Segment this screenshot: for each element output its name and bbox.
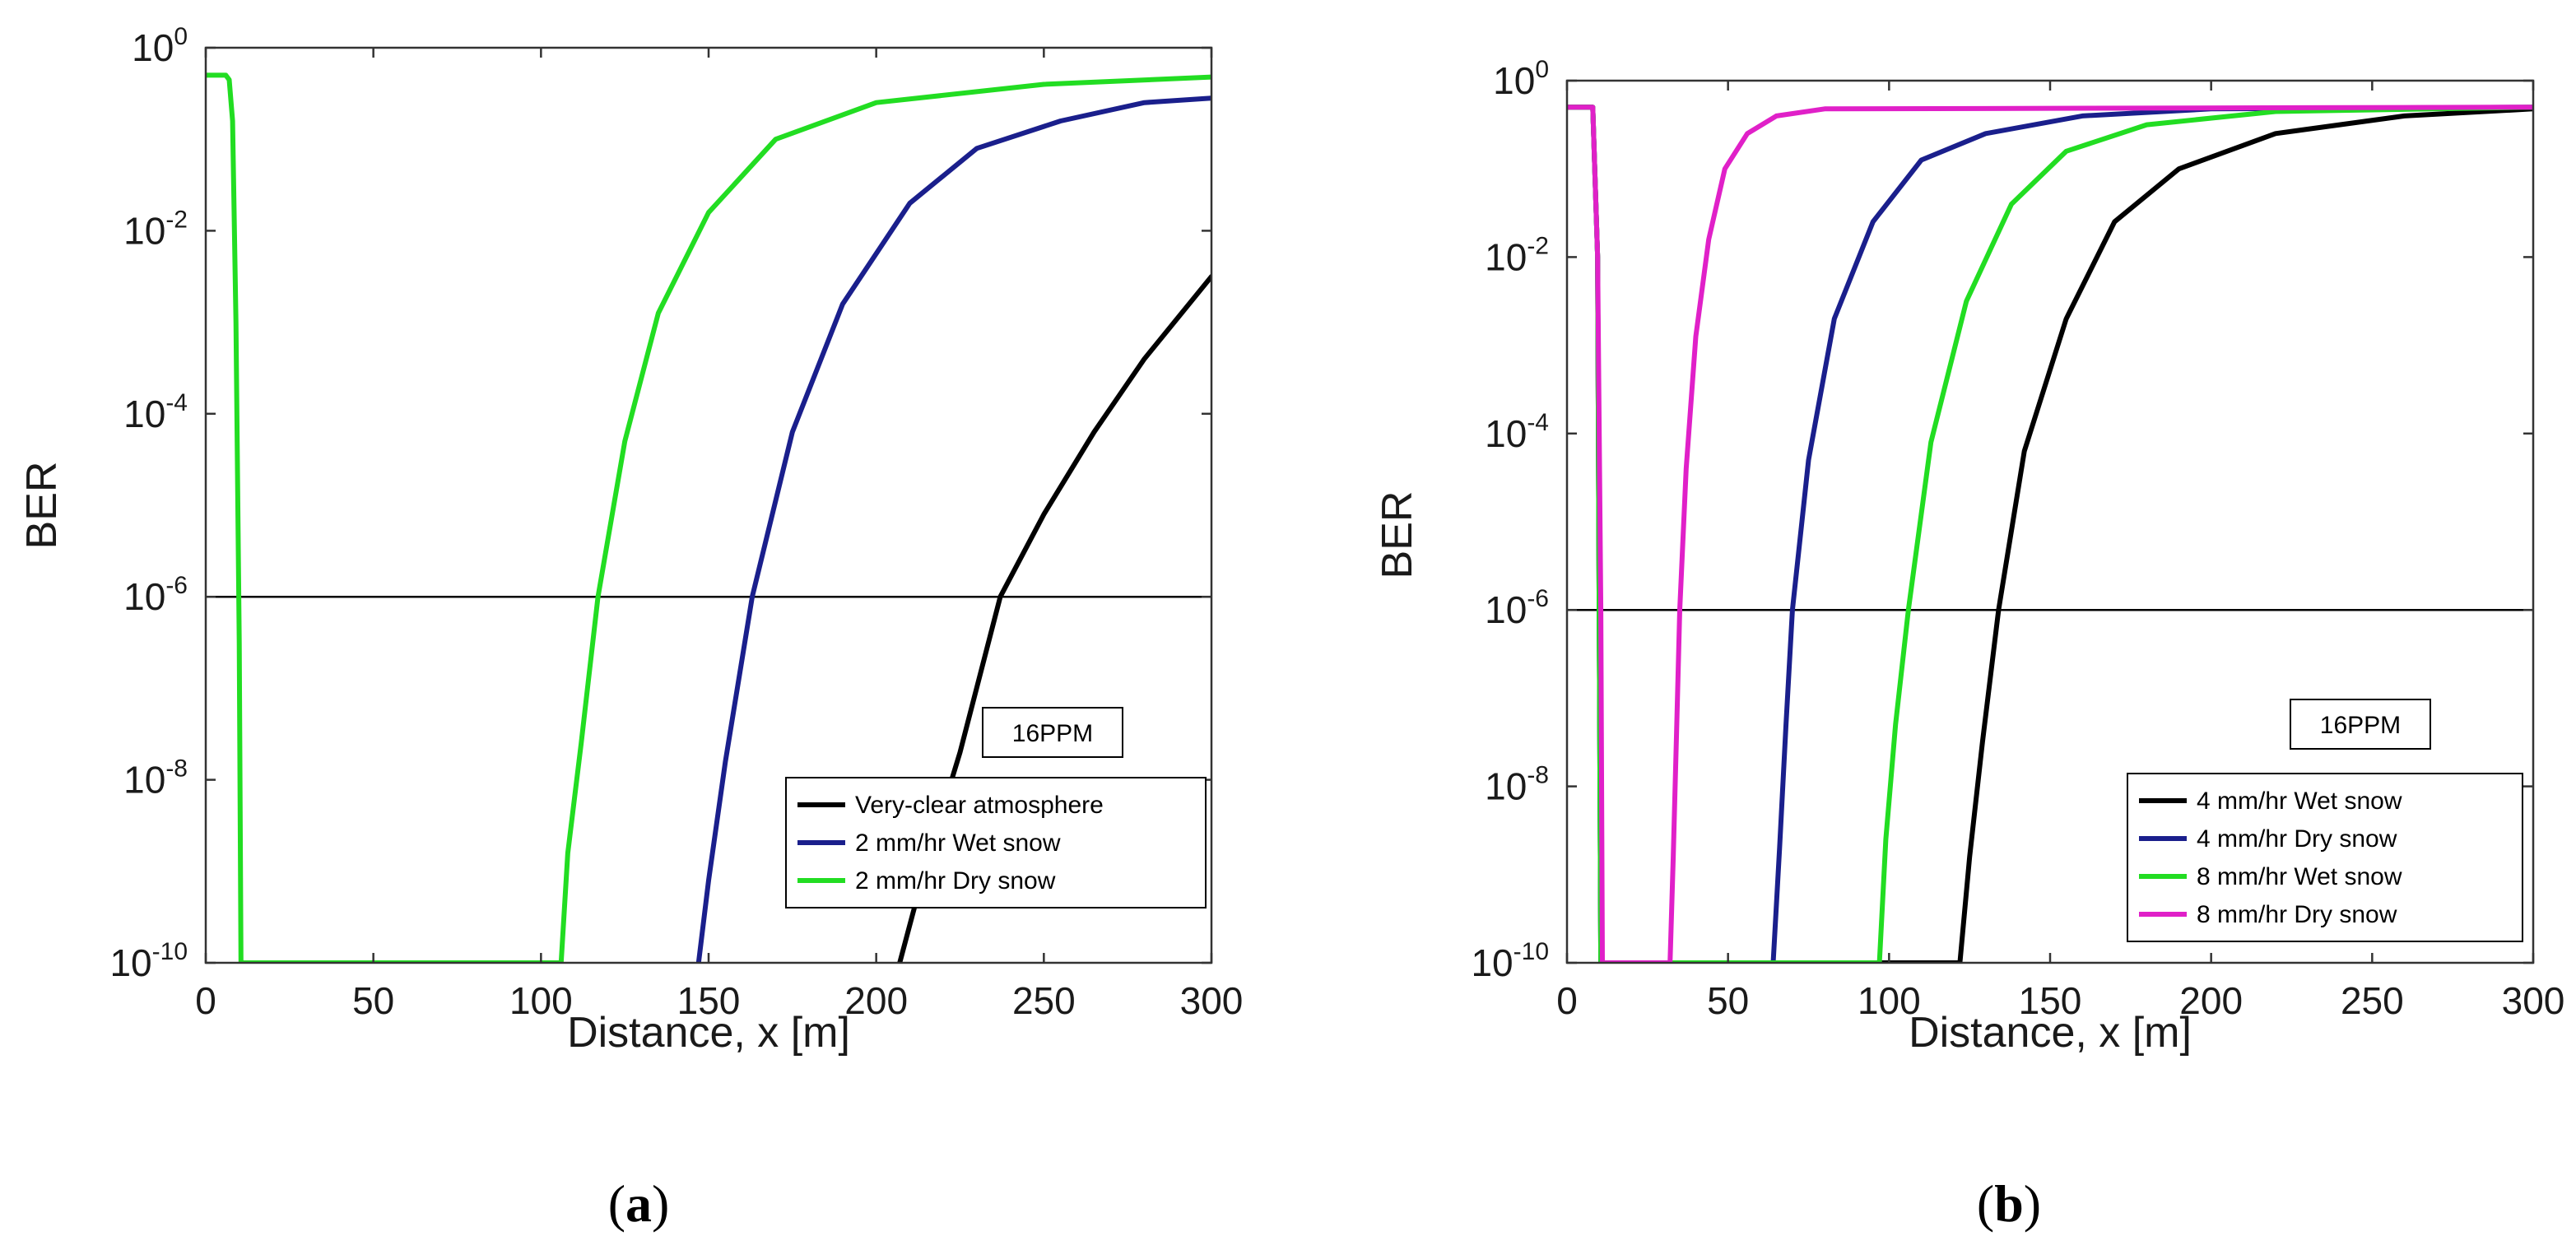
x-tick-label: 300 (1180, 979, 1244, 1022)
x-tick-label: 0 (1556, 979, 1578, 1022)
x-axis-label: Distance, x [m] (567, 1009, 850, 1057)
x-tick-label: 100 (509, 979, 573, 1022)
y-tick-label: 10-2 (123, 206, 188, 252)
legend-label: 4 mm/hr Wet snow (2197, 788, 2402, 815)
y-tick-label: 10-2 (1485, 232, 1549, 278)
legend-label: 4 mm/hr Dry snow (2197, 825, 2397, 853)
y-tick-label: 10-6 (1485, 585, 1549, 631)
annotation-box (2290, 699, 2431, 750)
y-tick-label: 10-8 (123, 755, 188, 802)
x-tick-label: 250 (2341, 979, 2404, 1022)
y-tick-label: 10-4 (1485, 409, 1549, 455)
x-tick-label: 50 (1707, 979, 1749, 1022)
y-tick-label: 10-10 (109, 938, 188, 984)
y-tick-label: 10-10 (1471, 938, 1549, 984)
x-tick-label: 150 (2019, 979, 2082, 1022)
y-tick-label: 10-4 (123, 389, 188, 435)
y-tick-label: 100 (132, 23, 188, 69)
series-line-2 (695, 95, 1211, 963)
legend-label: 8 mm/hr Dry snow (2197, 901, 2397, 928)
x-tick-label: 250 (1012, 979, 1076, 1022)
x-tick-label: 50 (352, 979, 394, 1022)
x-tick-label: 150 (677, 979, 741, 1022)
panel-caption-b: (b) (1977, 1174, 2041, 1233)
chart-panel-b: 0 50 100 150 200 250 300 100 10-2 10-4 10-6 10-8 10-… (1374, 56, 2565, 1233)
legend-box (785, 777, 1207, 908)
annotation-label: 16PPM (2320, 712, 2401, 739)
x-tick-label: 200 (844, 979, 908, 1022)
series-line-3 (206, 72, 1211, 963)
y-tick-label: 100 (1493, 56, 1549, 102)
legend-label: 2 mm/hr Dry snow (855, 867, 1056, 895)
series-line-4 (1567, 105, 2533, 963)
chart-panel-a: 0 50 100 150 200 250 300 100 10-2 10-4 10-6 10-8 10-… (18, 23, 1244, 1233)
legend-label: Very-clear atmosphere (855, 792, 1104, 819)
annotation-box (982, 707, 1123, 758)
panel-caption-a: (a) (608, 1174, 670, 1233)
legend-label: 8 mm/hr Wet snow (2197, 863, 2402, 890)
x-tick-label: 0 (195, 979, 216, 1022)
y-tick-label: 10-8 (1485, 762, 1549, 808)
y-axis-label: BER (18, 462, 66, 550)
y-tick-label: 10-6 (123, 572, 188, 618)
x-tick-label: 300 (2502, 979, 2565, 1022)
x-tick-label: 100 (1858, 979, 1921, 1022)
x-axis-label: Distance, x [m] (1909, 1009, 2192, 1057)
legend-label: 2 mm/hr Wet snow (855, 829, 1061, 857)
x-tick-label: 200 (2179, 979, 2243, 1022)
annotation-label: 16PPM (1012, 720, 1093, 747)
y-axis-label: BER (1374, 491, 1421, 579)
legend-box (2127, 773, 2523, 942)
